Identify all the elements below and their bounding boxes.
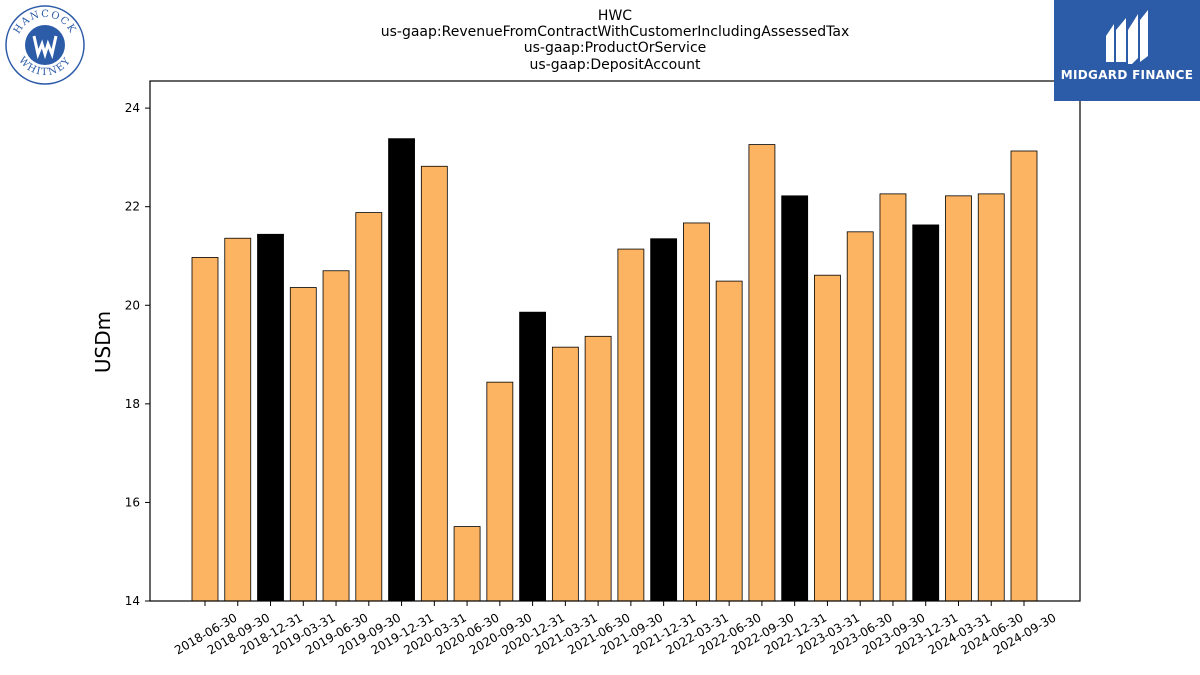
chart-title-line-3: us-gaap:ProductOrService — [524, 40, 707, 56]
bar-2021-06-30 — [584, 335, 612, 602]
chart-title-line-4: us-gaap:DepositAccount — [530, 57, 701, 73]
bar-2023-09-30 — [879, 193, 907, 602]
bar-2023-03-31 — [814, 274, 841, 602]
bar-2021-03-31 — [551, 346, 579, 602]
bar-2024-06-30 — [977, 193, 1005, 602]
bar-2022-09-30 — [748, 144, 776, 602]
bar-2018-12-31 — [257, 233, 284, 602]
bar-2019-09-30 — [355, 212, 383, 602]
bar-2019-03-31 — [289, 287, 317, 602]
y-tick-label-24: 24 — [125, 101, 140, 115]
bar-2024-09-30 — [1010, 150, 1038, 602]
bar-2019-12-31 — [388, 138, 415, 602]
y-tick-label-20: 20 — [125, 298, 140, 312]
bar-2024-03-31 — [945, 195, 972, 602]
bar-2020-12-31 — [519, 311, 546, 602]
plot-frame — [149, 80, 1081, 602]
y-axis: 14 16 18 20 22 24 — [125, 101, 150, 608]
y-tick-label-22: 22 — [125, 200, 140, 214]
y-tick-label-14: 14 — [125, 594, 140, 608]
bar-2018-09-30 — [224, 237, 252, 602]
midgard-finance-mark-icon — [1106, 10, 1148, 64]
x-axis: 2018-06-302018-09-302018-12-312019-03-31… — [172, 601, 1059, 657]
bar-2021-09-30 — [617, 248, 645, 602]
bar-2020-06-30 — [453, 526, 481, 602]
chart-title: HWC us-gaap:RevenueFromContractWithCusto… — [381, 8, 850, 73]
y-tick-label-18: 18 — [125, 397, 140, 411]
bar-2020-03-31 — [420, 165, 448, 602]
y-axis-label: USDm — [91, 311, 115, 373]
bar-2022-12-31 — [781, 195, 809, 602]
bar-2022-03-31 — [683, 222, 710, 602]
bar-2021-12-31 — [650, 238, 678, 602]
y-tick-label-16: 16 — [125, 495, 140, 509]
bar-2022-06-30 — [715, 280, 743, 602]
midgard-finance-logo: MIDGARD FINANCE — [1054, 0, 1200, 101]
chart-title-line-1: HWC — [598, 8, 632, 24]
bar-2023-12-31 — [912, 224, 940, 602]
bar-2018-06-30 — [191, 257, 219, 602]
midgard-finance-wordmark: MIDGARD FINANCE — [1060, 68, 1194, 82]
bar-2023-06-30 — [846, 231, 874, 602]
hancock-whitney-logo: HANCOCK WHITNEY — [4, 4, 86, 86]
chart-title-line-2: us-gaap:RevenueFromContractWithCustomerI… — [381, 24, 850, 40]
bar-2020-09-30 — [486, 381, 514, 602]
bar-2019-06-30 — [322, 270, 350, 602]
bars-group — [191, 138, 1038, 602]
hancock-whitney-seal-icon: HANCOCK WHITNEY — [5, 5, 85, 85]
